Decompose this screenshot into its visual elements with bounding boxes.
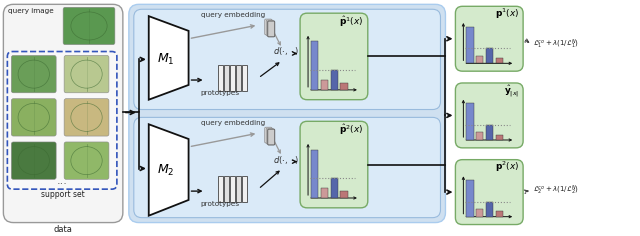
FancyBboxPatch shape: [268, 129, 275, 145]
FancyBboxPatch shape: [268, 21, 275, 37]
FancyBboxPatch shape: [134, 117, 440, 218]
FancyBboxPatch shape: [12, 142, 56, 179]
Text: $d(\cdot,\cdot)$: $d(\cdot,\cdot)$: [273, 154, 299, 166]
FancyBboxPatch shape: [456, 83, 523, 148]
Ellipse shape: [18, 103, 49, 131]
FancyBboxPatch shape: [268, 129, 275, 145]
FancyBboxPatch shape: [268, 21, 275, 37]
Text: $\hat{\mathbf{y}}_{|x|}$: $\hat{\mathbf{y}}_{|x|}$: [504, 83, 519, 99]
FancyBboxPatch shape: [456, 160, 523, 224]
Bar: [496, 211, 503, 217]
FancyBboxPatch shape: [134, 9, 440, 110]
FancyBboxPatch shape: [64, 142, 109, 179]
Bar: [476, 132, 483, 140]
Text: query embedding: query embedding: [200, 12, 265, 18]
Text: $d(\cdot,\cdot)$: $d(\cdot,\cdot)$: [273, 46, 299, 58]
FancyBboxPatch shape: [266, 20, 273, 36]
Bar: [476, 55, 483, 63]
Polygon shape: [148, 16, 189, 100]
Bar: [218, 176, 223, 202]
FancyBboxPatch shape: [129, 4, 445, 223]
Text: ...: ...: [57, 176, 68, 186]
Bar: [230, 65, 235, 91]
Bar: [224, 176, 229, 202]
Bar: [486, 48, 493, 63]
Bar: [242, 65, 247, 91]
FancyBboxPatch shape: [300, 121, 368, 208]
FancyBboxPatch shape: [12, 55, 56, 93]
Bar: [476, 209, 483, 217]
Ellipse shape: [71, 147, 102, 175]
Text: query image: query image: [8, 8, 54, 14]
Text: $\mathbf{p}^2(x)$: $\mathbf{p}^2(x)$: [495, 160, 519, 174]
FancyBboxPatch shape: [63, 7, 115, 45]
Text: $M_1$: $M_1$: [157, 52, 175, 67]
Bar: [321, 188, 328, 198]
Ellipse shape: [18, 147, 49, 175]
Text: $\mathcal{L}_2^{co} + \lambda(1/\mathcal{L}_2^N)$: $\mathcal{L}_2^{co} + \lambda(1/\mathcal…: [533, 183, 579, 197]
Text: $\mathcal{L}_1^{co} + \lambda(1/\mathcal{L}_1^N)$: $\mathcal{L}_1^{co} + \lambda(1/\mathcal…: [533, 38, 579, 51]
Polygon shape: [148, 124, 189, 216]
Bar: [218, 65, 223, 91]
Text: $\mathbf{p}^1(x)$: $\mathbf{p}^1(x)$: [495, 7, 519, 21]
Text: $\hat{\mathbf{p}}^2(x)$: $\hat{\mathbf{p}}^2(x)$: [339, 122, 364, 137]
FancyBboxPatch shape: [456, 6, 523, 71]
Bar: [236, 176, 241, 202]
Bar: [467, 180, 474, 217]
Ellipse shape: [71, 12, 107, 40]
Bar: [236, 65, 241, 91]
Bar: [321, 80, 328, 90]
Bar: [486, 125, 493, 140]
Ellipse shape: [71, 103, 102, 131]
FancyBboxPatch shape: [300, 13, 368, 100]
Bar: [467, 103, 474, 140]
Text: data: data: [54, 225, 72, 234]
FancyBboxPatch shape: [8, 51, 117, 189]
Bar: [496, 135, 503, 140]
FancyBboxPatch shape: [265, 19, 272, 35]
Ellipse shape: [71, 60, 102, 88]
Bar: [230, 176, 235, 202]
FancyBboxPatch shape: [3, 4, 123, 223]
Text: support set: support set: [41, 190, 85, 199]
Text: $M_2$: $M_2$: [157, 163, 174, 178]
Bar: [242, 176, 247, 202]
FancyBboxPatch shape: [12, 99, 56, 136]
Bar: [311, 41, 319, 90]
Text: query embedding: query embedding: [200, 120, 265, 126]
Bar: [486, 202, 493, 217]
Text: prototypes: prototypes: [200, 90, 239, 96]
Bar: [340, 191, 348, 198]
Bar: [331, 178, 338, 198]
Bar: [224, 65, 229, 91]
Bar: [331, 70, 338, 90]
Text: prototypes: prototypes: [200, 201, 239, 207]
Text: $\hat{\mathbf{p}}^1(x)$: $\hat{\mathbf{p}}^1(x)$: [339, 14, 364, 29]
FancyBboxPatch shape: [265, 127, 272, 143]
FancyBboxPatch shape: [266, 128, 273, 144]
Ellipse shape: [18, 60, 49, 88]
FancyBboxPatch shape: [64, 99, 109, 136]
Bar: [340, 83, 348, 90]
FancyBboxPatch shape: [64, 55, 109, 93]
Bar: [467, 27, 474, 63]
Bar: [496, 58, 503, 63]
Bar: [311, 150, 319, 198]
